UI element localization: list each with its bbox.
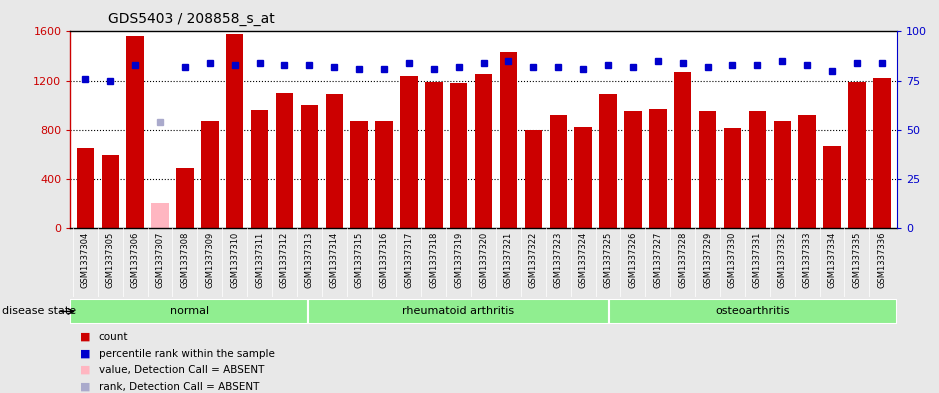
Bar [575,127,592,228]
Bar [70,299,308,324]
Text: rank, Detection Call = ABSENT: rank, Detection Call = ABSENT [99,382,259,391]
Bar [450,83,468,228]
Text: GSM1337313: GSM1337313 [305,231,314,288]
Text: GSM1337330: GSM1337330 [728,231,737,288]
Bar [326,94,343,228]
Bar [251,110,269,228]
Bar [400,75,418,228]
Text: GSM1337304: GSM1337304 [81,231,90,288]
Text: osteoarthritis: osteoarthritis [716,307,790,316]
Bar [151,204,169,228]
Bar [649,109,667,228]
Text: GSM1337322: GSM1337322 [529,231,538,288]
Bar [848,82,866,228]
Text: GSM1337321: GSM1337321 [504,231,513,288]
Bar [201,121,219,228]
Text: GSM1337324: GSM1337324 [578,231,588,288]
Text: GDS5403 / 208858_s_at: GDS5403 / 208858_s_at [108,12,275,26]
Text: GSM1337335: GSM1337335 [853,231,861,288]
Text: GSM1337319: GSM1337319 [454,231,463,288]
Text: GSM1337332: GSM1337332 [777,231,787,288]
Text: GSM1337315: GSM1337315 [355,231,363,288]
Text: GSM1337326: GSM1337326 [628,231,638,288]
Bar [226,34,243,228]
Text: GSM1337312: GSM1337312 [280,231,289,288]
Bar [376,121,393,228]
Text: GSM1337309: GSM1337309 [206,231,214,288]
Bar [525,130,542,228]
Bar [177,168,193,228]
Text: GSM1337307: GSM1337307 [156,231,164,288]
Bar [127,37,144,228]
Text: GSM1337306: GSM1337306 [131,231,140,288]
Text: percentile rank within the sample: percentile rank within the sample [99,349,274,358]
Text: ■: ■ [80,332,90,342]
Text: rheumatoid arthritis: rheumatoid arthritis [403,307,515,316]
Text: GSM1337333: GSM1337333 [803,231,811,288]
Bar [425,82,442,228]
Text: GSM1337334: GSM1337334 [827,231,837,288]
Bar [77,148,94,228]
Text: GSM1337316: GSM1337316 [379,231,389,288]
Bar [699,111,716,228]
Bar [724,129,741,228]
Text: GSM1337310: GSM1337310 [230,231,239,288]
Bar [500,52,517,228]
Bar [549,115,567,228]
Bar [276,93,293,228]
Text: GSM1337318: GSM1337318 [429,231,439,288]
Bar [873,78,890,228]
Bar [798,115,816,228]
Text: GSM1337305: GSM1337305 [106,231,115,288]
Text: value, Detection Call = ABSENT: value, Detection Call = ABSENT [99,365,264,375]
Text: ■: ■ [80,382,90,391]
Text: ■: ■ [80,365,90,375]
Text: GSM1337329: GSM1337329 [703,231,712,288]
Text: ■: ■ [80,349,90,358]
Bar [350,121,368,228]
Bar [774,121,791,228]
Text: disease state: disease state [2,307,76,316]
Text: GSM1337328: GSM1337328 [678,231,687,288]
Bar [475,74,492,228]
Text: GSM1337331: GSM1337331 [753,231,762,288]
Text: normal: normal [170,307,209,316]
Text: GSM1337314: GSM1337314 [330,231,339,288]
Text: GSM1337325: GSM1337325 [604,231,612,288]
Bar [308,299,608,324]
Bar [599,94,617,228]
Text: GSM1337336: GSM1337336 [877,231,886,288]
Bar [624,111,641,228]
Text: GSM1337327: GSM1337327 [654,231,662,288]
Bar [300,105,318,228]
Text: GSM1337323: GSM1337323 [554,231,562,288]
Bar [674,72,691,228]
Bar [824,146,840,228]
Bar [748,111,766,228]
Text: GSM1337311: GSM1337311 [255,231,264,288]
Text: count: count [99,332,128,342]
Text: GSM1337308: GSM1337308 [180,231,190,288]
Bar [101,156,119,228]
Bar [608,299,897,324]
Text: GSM1337317: GSM1337317 [405,231,413,288]
Text: GSM1337320: GSM1337320 [479,231,488,288]
